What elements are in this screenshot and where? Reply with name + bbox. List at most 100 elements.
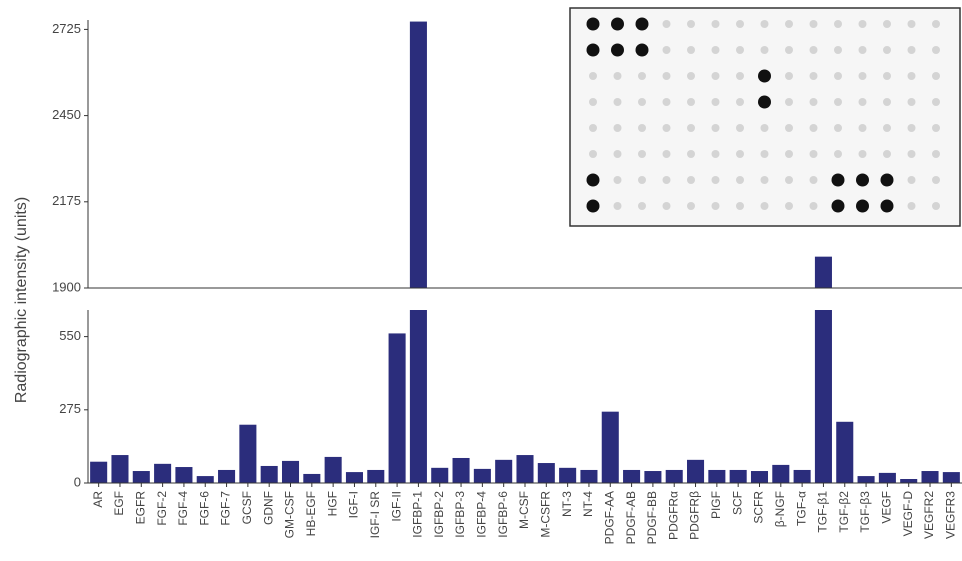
x-tick-label: IGF-I <box>347 491 361 518</box>
bar <box>346 472 363 483</box>
blot-dot <box>932 46 940 54</box>
blot-dot <box>785 202 793 210</box>
blot-dot <box>712 150 720 158</box>
blot-dot <box>589 124 597 132</box>
bar <box>602 412 619 483</box>
x-tick-label: NT-4 <box>581 491 595 517</box>
blot-dot <box>908 46 916 54</box>
blot-dot <box>834 98 842 106</box>
blot-dot <box>810 46 818 54</box>
blot-dot <box>883 98 891 106</box>
blot-dot <box>638 150 646 158</box>
blot-dot <box>856 174 869 187</box>
blot-dot <box>932 98 940 106</box>
blot-dot <box>761 124 769 132</box>
x-tick-label: IGF-II <box>389 491 403 522</box>
bar <box>154 464 171 483</box>
bar <box>538 463 555 483</box>
blot-dot <box>589 150 597 158</box>
bar <box>687 460 704 483</box>
bar <box>580 470 597 483</box>
x-tick-label: TGF-β1 <box>816 491 830 533</box>
blot-dot <box>687 150 695 158</box>
blot-dot <box>908 72 916 80</box>
blot-dot <box>712 72 720 80</box>
y-tick-label: 275 <box>59 401 81 416</box>
blot-dot <box>761 46 769 54</box>
x-tick-label: EGF <box>112 491 126 516</box>
x-tick-label: FGF-4 <box>176 491 190 526</box>
blot-dot <box>834 72 842 80</box>
blot-dot <box>785 20 793 28</box>
blot-dot <box>638 98 646 106</box>
y-tick-label: 1900 <box>52 279 81 294</box>
blot-dot <box>614 202 622 210</box>
bar <box>261 466 278 483</box>
blot-dot <box>712 202 720 210</box>
bar <box>218 470 235 483</box>
blot-dot <box>687 124 695 132</box>
blot-dot <box>611 18 624 31</box>
x-tick-label: NT-3 <box>560 491 574 517</box>
bar <box>431 468 448 483</box>
blot-dot <box>687 72 695 80</box>
blot-dot <box>663 46 671 54</box>
blot-dot <box>736 98 744 106</box>
blot-dot <box>736 202 744 210</box>
blot-dot <box>932 202 940 210</box>
bar <box>836 422 853 483</box>
blot-dot <box>663 20 671 28</box>
blot-dot <box>859 98 867 106</box>
x-tick-label: VEGF <box>880 491 894 524</box>
blot-dot <box>785 98 793 106</box>
blot-dot <box>736 72 744 80</box>
blot-dot <box>834 124 842 132</box>
x-tick-label: PDGF-AB <box>624 491 638 544</box>
x-tick-label: GDNF <box>261 491 275 525</box>
y-tick-label: 2175 <box>52 193 81 208</box>
blot-dot <box>663 176 671 184</box>
blot-dot <box>663 124 671 132</box>
blot-dot <box>587 44 600 57</box>
blot-dot <box>908 176 916 184</box>
x-tick-label: AR <box>91 491 105 508</box>
blot-dot <box>712 124 720 132</box>
bar <box>175 467 192 483</box>
x-tick-label: IGFBP-6 <box>496 491 510 538</box>
x-tick-label: PDGFRα <box>666 491 680 540</box>
blot-dot <box>687 46 695 54</box>
blot-dot <box>883 150 891 158</box>
blot-dot <box>881 174 894 187</box>
blot-dot <box>810 20 818 28</box>
blot-dot <box>663 202 671 210</box>
bar <box>858 476 875 483</box>
bar <box>516 455 533 483</box>
blot-dot <box>663 72 671 80</box>
x-tick-label: TGF-β2 <box>837 491 851 533</box>
x-tick-label: PDGF-AA <box>602 491 616 544</box>
bar <box>708 470 725 483</box>
x-tick-label: VEGF-D <box>901 491 915 537</box>
x-tick-label: IGFBP-2 <box>432 491 446 538</box>
blot-dot <box>761 176 769 184</box>
blot-dot <box>614 150 622 158</box>
x-tick-label: IGFBP-4 <box>475 491 489 538</box>
blot-dot <box>810 124 818 132</box>
x-tick-label: IGF-I SR <box>368 491 382 539</box>
x-tick-label: IGFBP-1 <box>411 491 425 538</box>
blot-dot <box>636 18 649 31</box>
blot-dot <box>810 150 818 158</box>
blot-dot <box>736 20 744 28</box>
blot-dot <box>883 46 891 54</box>
blot-dot <box>587 18 600 31</box>
blot-dot <box>810 176 818 184</box>
blot-dot <box>712 46 720 54</box>
blot-dot <box>687 20 695 28</box>
bar <box>453 458 470 483</box>
blot-dot <box>638 72 646 80</box>
blot-dot <box>859 72 867 80</box>
blot-dot <box>881 200 894 213</box>
x-tick-label: PDGFRβ <box>688 491 702 540</box>
blot-dot <box>687 202 695 210</box>
blot-dot <box>636 44 649 57</box>
